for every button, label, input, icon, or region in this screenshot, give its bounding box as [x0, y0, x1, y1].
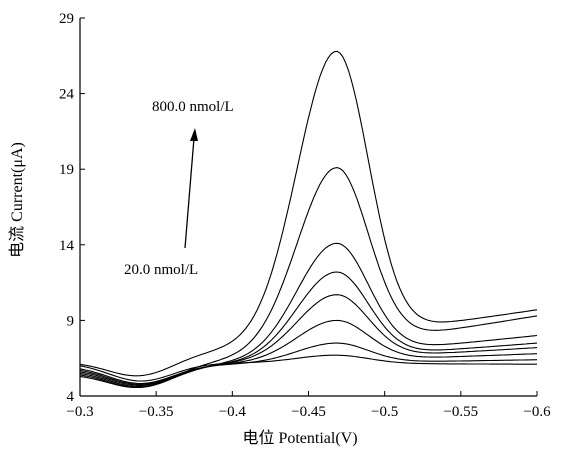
x-tick-label: −0.4: [219, 404, 247, 420]
y-tick-label: 19: [59, 162, 74, 178]
y-tick-label: 14: [59, 238, 75, 254]
x-tick-label: −0.35: [139, 404, 174, 420]
series-line-3: [79, 319, 538, 385]
x-tick-label: −0.6: [523, 404, 551, 420]
series-line-7: [79, 167, 538, 389]
series-line-1: [79, 354, 537, 382]
series-line-4: [79, 294, 538, 386]
series-line-5: [79, 271, 538, 388]
annotation-high-concentration: 800.0 nmol/L: [152, 99, 234, 115]
x-tick-label: −0.45: [291, 404, 326, 420]
y-tick-label: 4: [67, 389, 75, 405]
y-axis-label: 电流 Current(μA): [8, 142, 26, 258]
x-tick-label: −0.55: [443, 404, 478, 420]
plot-lines: [79, 50, 538, 389]
concentration-arrow: [184, 137, 195, 249]
x-ticks: −0.3 −0.35 −0.4 −0.45 −0.5 −0.55 −0.6: [66, 391, 551, 420]
concentration-arrowhead: [190, 128, 198, 141]
x-tick-label: −0.5: [371, 404, 398, 420]
y-tick-label: 29: [59, 11, 74, 27]
annotation-low-concentration: 20.0 nmol/L: [124, 262, 198, 278]
x-tick-label: −0.3: [66, 404, 93, 420]
y-ticks: 4 9 14 19 24 29: [59, 11, 85, 405]
axes: [79, 18, 537, 397]
x-axis-label: 电位 Potential(V): [242, 429, 357, 447]
y-tick-label: 9: [67, 313, 75, 329]
series-line-8: [79, 50, 538, 377]
y-tick-label: 24: [59, 87, 75, 103]
series-line-2: [79, 342, 538, 385]
